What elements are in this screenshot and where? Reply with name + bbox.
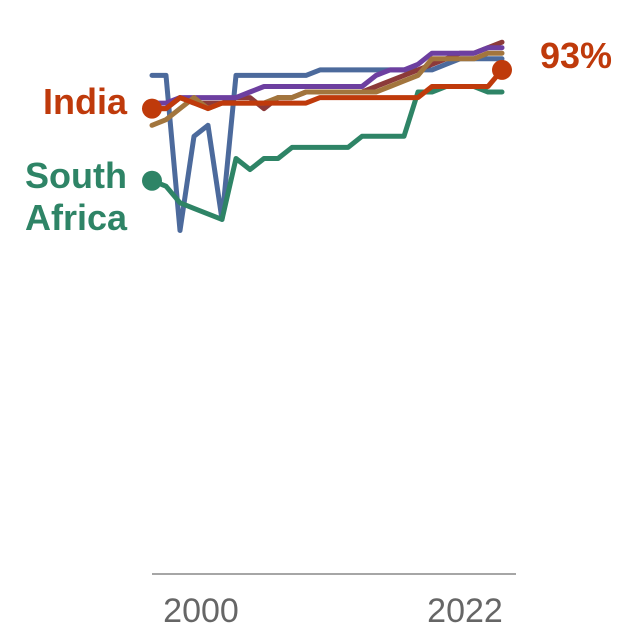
- india-end-value-label: 93%: [540, 35, 612, 76]
- series-line-india: [149, 67, 505, 112]
- series-line-s3: [149, 45, 505, 106]
- india-start-marker: [142, 98, 162, 119]
- x-tick-label-2022: 2022: [427, 592, 503, 630]
- south-africa-label-line2: Africa: [25, 197, 128, 238]
- series-line-s1: [149, 56, 505, 233]
- south-africa-start-marker: [142, 170, 162, 191]
- india-end-marker: [492, 59, 512, 80]
- india-label: India: [43, 81, 128, 122]
- x-tick-label-2000: 2000: [163, 592, 239, 630]
- series-lines: [142, 39, 512, 233]
- south-africa-label-line1: South: [25, 155, 127, 196]
